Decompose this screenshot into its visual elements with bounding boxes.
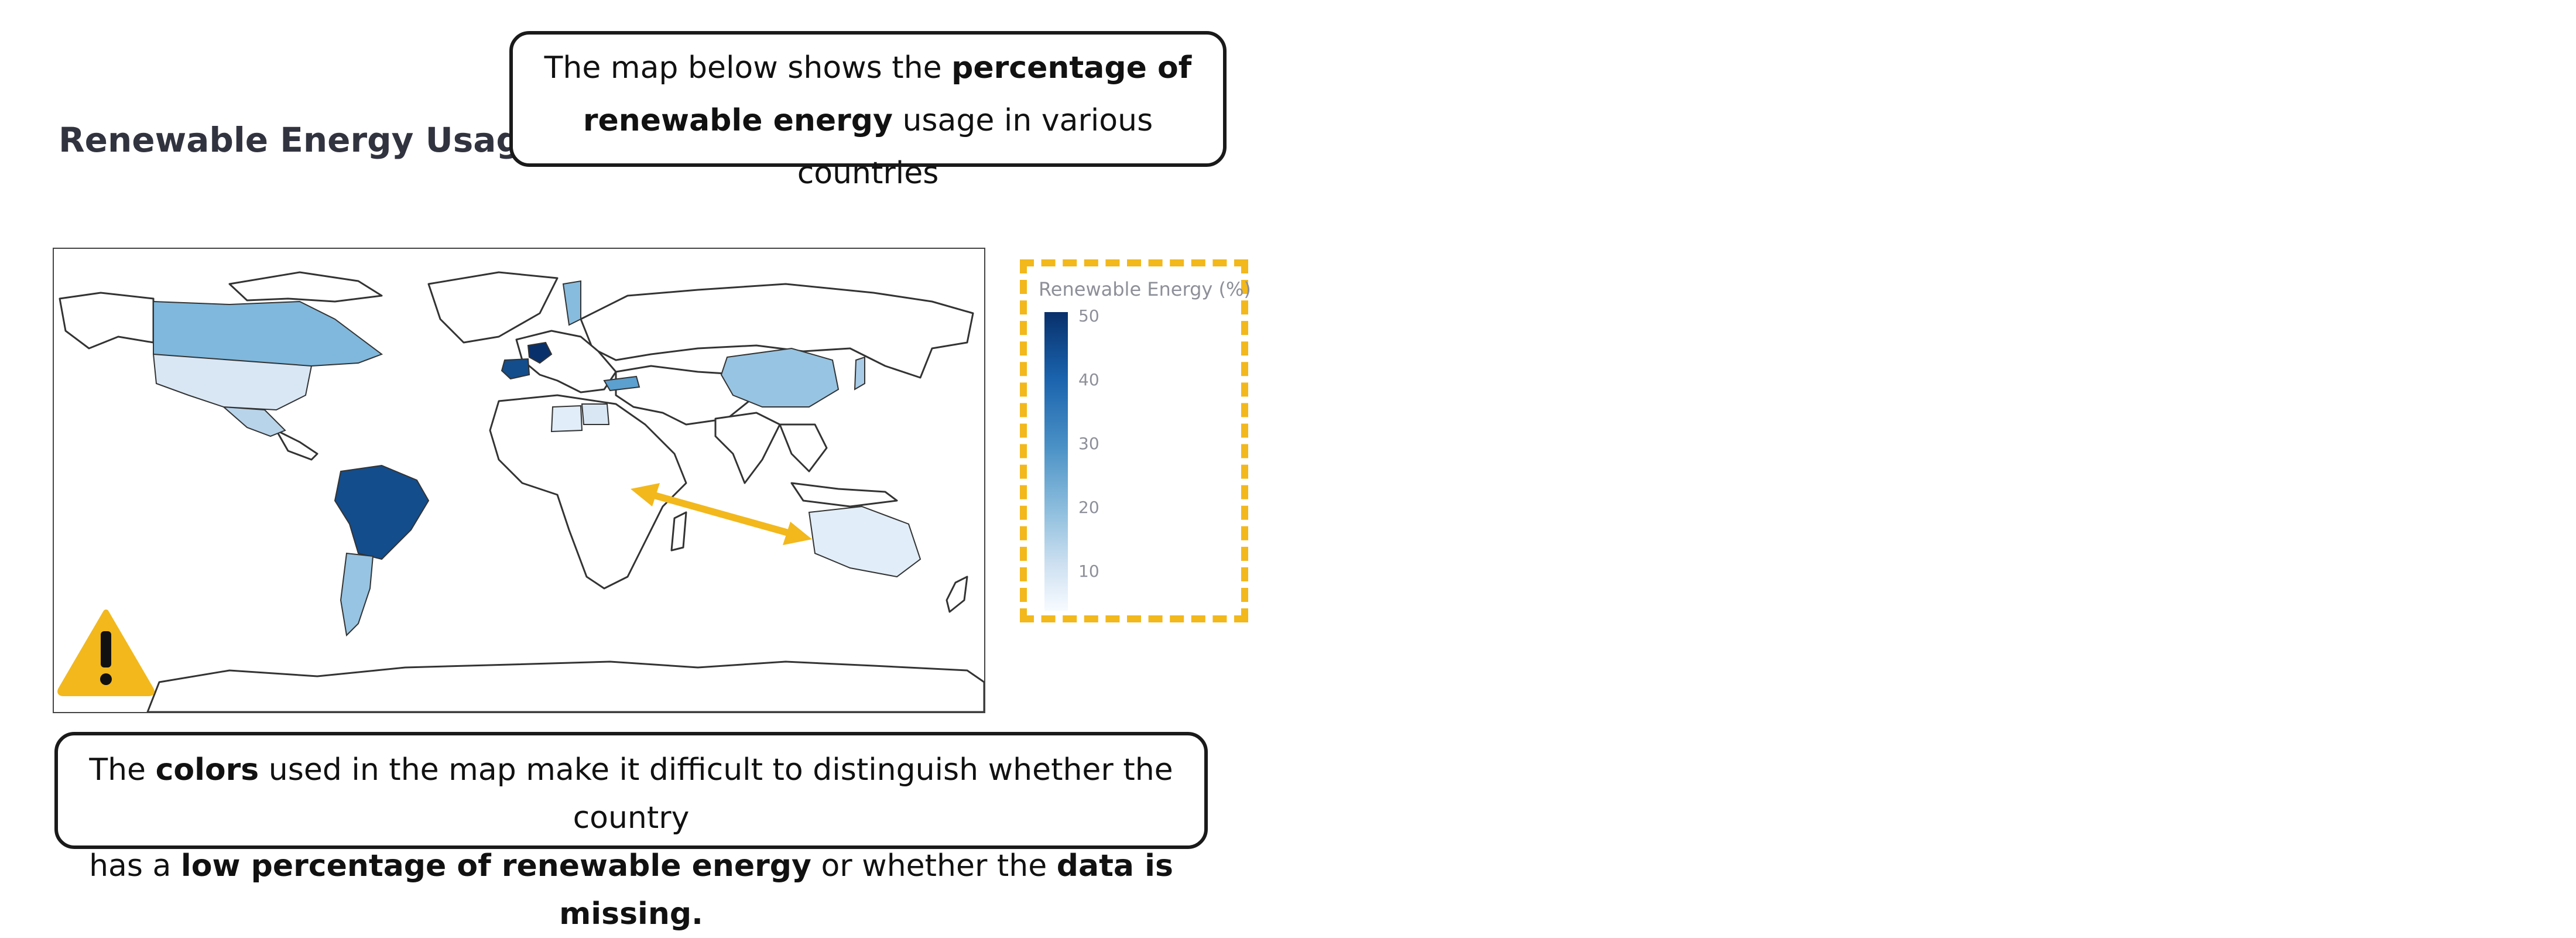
bottom-callout-bold-2: low percentage of renewable energy <box>180 848 811 884</box>
region-spain <box>501 358 530 380</box>
bottom-callout: The colors used in the map make it diffi… <box>54 732 1208 932</box>
warning-icon <box>57 610 155 696</box>
region-mexico <box>222 406 286 437</box>
region-madagascar <box>670 511 687 552</box>
region-antarctica <box>146 660 984 712</box>
region-brazil <box>334 464 430 560</box>
region-sweden <box>562 280 581 326</box>
region-alaska <box>59 292 155 350</box>
region-africa <box>489 394 687 590</box>
region-southeast-asia <box>779 423 828 473</box>
top-callout: The map below shows the percentage of re… <box>509 31 1227 191</box>
region-indonesia <box>790 482 898 508</box>
region-new-zealand <box>946 576 968 613</box>
colorbar <box>1044 312 1068 611</box>
region-libya <box>550 405 583 433</box>
double-arrow-icon <box>631 483 812 545</box>
bottom-callout-bold-1: colors <box>155 752 259 788</box>
region-russia <box>580 283 974 379</box>
region-australia <box>808 505 922 578</box>
legend-tick: 40 <box>1078 370 1099 389</box>
world-map-svg <box>59 271 984 712</box>
top-callout-bold-1: percentage of <box>951 50 1192 85</box>
bottom-callout-text-1: The <box>89 752 156 788</box>
chart-title: Renewable Energy Usage <box>59 120 544 160</box>
bottom-callout-text-4: or whether the <box>811 848 1057 884</box>
legend-tick: 20 <box>1078 498 1099 517</box>
region-central-america <box>275 429 318 461</box>
region-argentina <box>340 552 374 637</box>
top-callout-bold-2: renewable energy <box>583 103 893 138</box>
region-egypt <box>581 403 610 425</box>
region-greenland <box>427 271 559 344</box>
region-india <box>714 412 781 484</box>
legend-tick: 10 <box>1078 562 1099 581</box>
region-china <box>720 347 840 408</box>
region-france <box>527 341 553 364</box>
legend-tick: 30 <box>1078 434 1099 453</box>
world-map <box>53 248 985 713</box>
bottom-callout-text-3: has a <box>89 848 181 884</box>
region-turkey <box>603 375 640 392</box>
top-callout-text-2: usage in various countries <box>797 103 1153 191</box>
region-united-states <box>152 353 313 411</box>
colorbar-legend: Renewable Energy (%) 50 40 30 20 10 <box>1020 259 1251 622</box>
legend-tick: 50 <box>1078 306 1099 326</box>
top-callout-text-1: The map below shows the <box>544 50 952 85</box>
region-arctic-islands <box>228 271 383 303</box>
unshaded-countries <box>59 271 984 712</box>
bottom-callout-text-2: used in the map make it difficult to dis… <box>259 752 1173 836</box>
region-japan <box>854 356 865 391</box>
legend-title: Renewable Energy (%) <box>1039 278 1251 300</box>
shaded-countries <box>152 280 922 637</box>
